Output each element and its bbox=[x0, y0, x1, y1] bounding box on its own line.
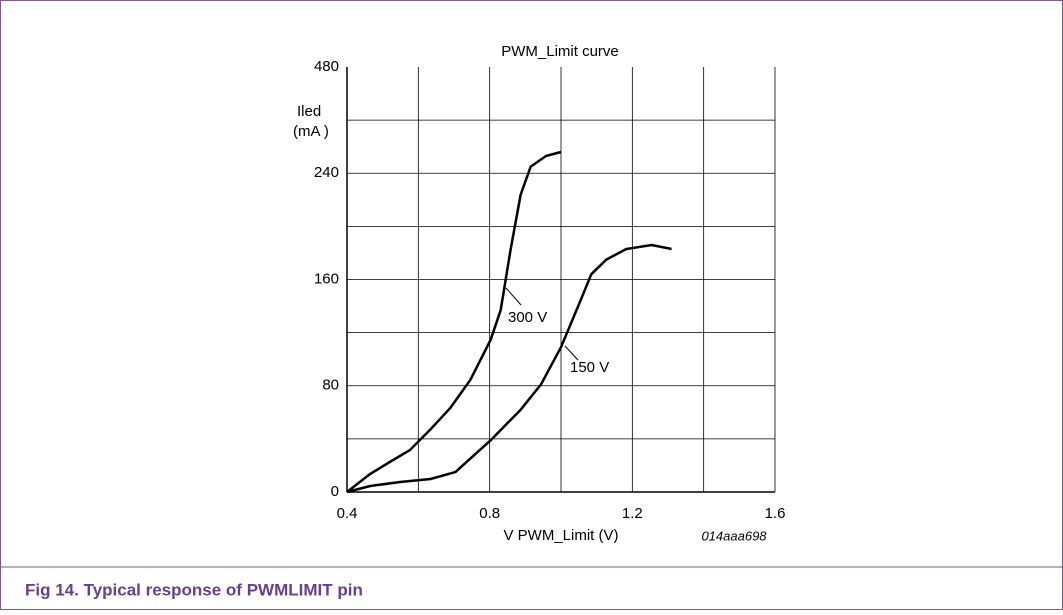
curve bbox=[346, 150, 562, 493]
figure-id: 014aaa698 bbox=[701, 528, 767, 543]
y-tick-label: 80 bbox=[322, 377, 339, 394]
x-axis-label: V PWM_Limit (V) bbox=[503, 527, 618, 544]
x-tick-label: 1.6 bbox=[765, 505, 786, 522]
curve bbox=[346, 243, 672, 494]
chart-title: PWM_Limit curve bbox=[501, 43, 619, 60]
x-tick-label: 1.2 bbox=[622, 505, 643, 522]
y-tick-label: 0 bbox=[331, 483, 339, 500]
y-axis-label: (mA ) bbox=[293, 123, 329, 140]
curve-label: 150 V bbox=[570, 359, 609, 376]
leader-line bbox=[564, 345, 579, 361]
x-tick-label: 0.8 bbox=[479, 505, 500, 522]
y-axis-label: Iled bbox=[297, 103, 321, 120]
y-tick-label: 240 bbox=[314, 164, 339, 181]
curve-label: 300 V bbox=[508, 309, 547, 326]
caption: Fig 14. Typical response of PWMLIMIT pin bbox=[25, 580, 363, 599]
leader-line bbox=[505, 287, 522, 306]
y-tick-label: 160 bbox=[314, 270, 339, 287]
x-tick-label: 0.4 bbox=[337, 505, 358, 522]
y-tick-label: 480 bbox=[314, 58, 339, 75]
